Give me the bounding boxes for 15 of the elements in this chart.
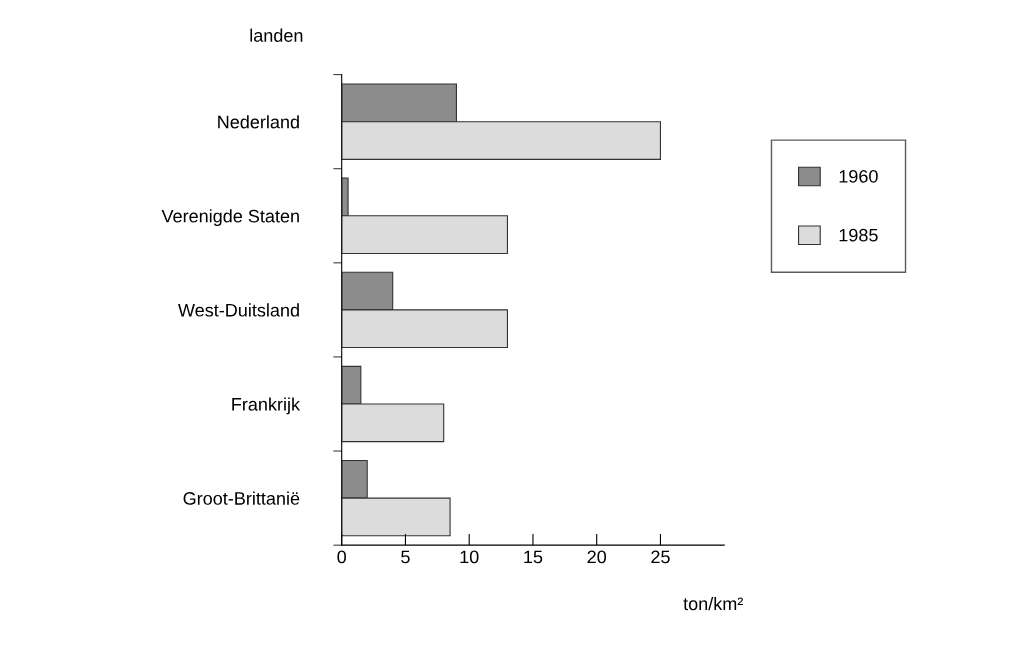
legend-label: 1985 [839, 228, 878, 242]
x-axis-title: ton/km² [683, 596, 743, 611]
y-tick-label: Groot-Brittanië [183, 491, 300, 505]
x-tick-label: 25 [651, 550, 670, 564]
x-tick-label: 15 [524, 550, 543, 564]
y-tick-label: Frankrijk [232, 397, 301, 415]
y-tick-label: West-Duitsland [178, 303, 299, 317]
x-tick-label: 10 [460, 550, 479, 564]
legend-label: 1960 [839, 169, 878, 183]
x-tick-label: 0 [337, 550, 347, 564]
x-tick-label: 5 [401, 550, 410, 564]
x-tick-label: 20 [587, 550, 607, 564]
y-tick-label: Nederland [218, 115, 299, 129]
y-tick-label: Verenigde Staten [161, 209, 299, 227]
y-axis-title: landen [250, 28, 303, 42]
